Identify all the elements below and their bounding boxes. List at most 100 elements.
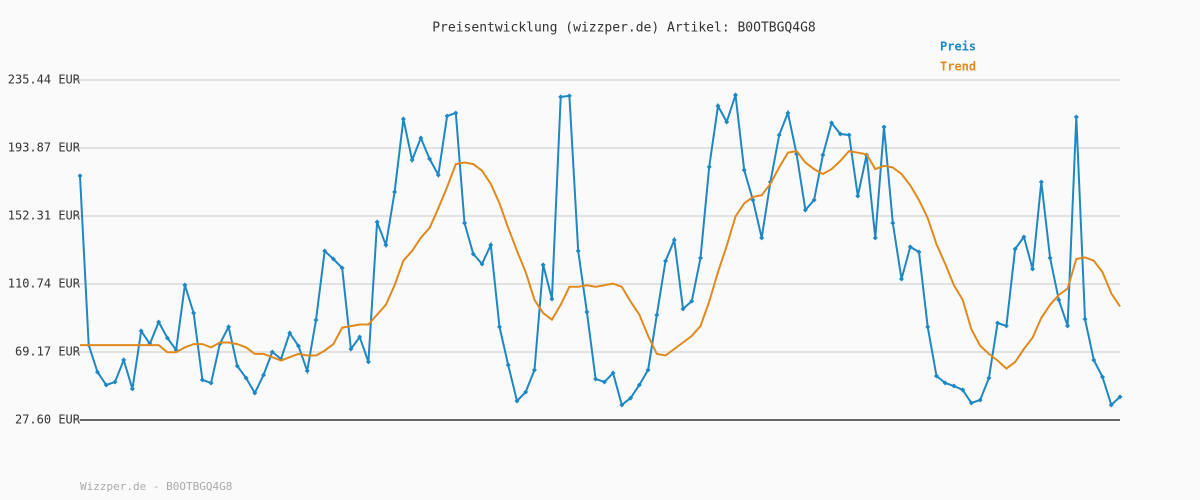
point-marker xyxy=(820,152,826,158)
point-marker xyxy=(252,390,258,396)
point-marker xyxy=(706,164,712,170)
point-marker xyxy=(1003,323,1009,329)
point-marker xyxy=(531,367,537,373)
legend-label: Preis xyxy=(940,40,976,54)
point-marker xyxy=(566,93,572,99)
point-marker xyxy=(392,189,398,195)
point-marker xyxy=(374,219,380,225)
point-marker xyxy=(112,379,118,385)
y-tick-label: 152.31 EUR xyxy=(8,208,81,222)
point-marker xyxy=(409,157,415,163)
point-marker xyxy=(1091,357,1097,363)
point-marker xyxy=(846,132,852,138)
point-marker xyxy=(610,370,616,376)
legend-label: Trend xyxy=(940,60,976,74)
point-marker xyxy=(1038,179,1044,185)
point-marker xyxy=(103,382,109,388)
point-marker xyxy=(628,395,634,401)
point-marker xyxy=(243,375,249,381)
point-marker xyxy=(671,237,677,243)
point-marker xyxy=(654,312,660,318)
point-marker xyxy=(899,276,905,282)
y-tick-label: 69.17 EUR xyxy=(15,344,81,358)
point-marker xyxy=(304,368,310,374)
point-marker xyxy=(802,207,808,213)
point-marker xyxy=(1047,255,1053,261)
point-marker xyxy=(1100,374,1106,380)
point-marker xyxy=(514,398,520,404)
point-marker xyxy=(357,334,363,340)
point-marker xyxy=(1073,114,1079,120)
point-marker xyxy=(907,244,913,250)
point-marker xyxy=(925,324,931,330)
point-marker xyxy=(689,298,695,304)
y-tick-label: 235.44 EUR xyxy=(8,73,81,87)
point-marker xyxy=(295,343,301,349)
point-marker xyxy=(383,242,389,248)
point-marker xyxy=(462,220,468,226)
point-marker xyxy=(94,369,100,375)
point-marker xyxy=(741,167,747,173)
point-marker xyxy=(400,116,406,122)
point-marker xyxy=(191,310,197,316)
point-marker xyxy=(488,242,494,248)
y-tick-label: 110.74 EUR xyxy=(8,276,81,290)
point-marker xyxy=(138,328,144,334)
point-marker xyxy=(636,382,642,388)
point-marker xyxy=(523,389,529,395)
point-marker xyxy=(715,103,721,109)
point-marker xyxy=(1030,266,1036,272)
point-marker xyxy=(872,235,878,241)
point-marker xyxy=(269,349,275,355)
point-marker xyxy=(77,173,83,179)
point-marker xyxy=(1108,402,1114,408)
point-marker xyxy=(287,330,293,336)
point-marker xyxy=(732,92,738,98)
point-marker xyxy=(470,251,476,257)
point-marker xyxy=(558,94,564,100)
point-marker xyxy=(584,309,590,315)
point-marker xyxy=(479,261,485,267)
point-marker xyxy=(811,197,817,203)
point-marker xyxy=(121,357,127,363)
point-marker xyxy=(698,255,704,261)
point-marker xyxy=(593,376,599,382)
point-marker xyxy=(1056,297,1062,303)
point-marker xyxy=(680,306,686,312)
chart-title: Preisentwicklung (wizzper.de) Artikel: B… xyxy=(432,21,816,36)
point-marker xyxy=(549,296,555,302)
point-marker xyxy=(890,220,896,226)
point-marker xyxy=(829,120,835,126)
y-tick-label: 27.60 EUR xyxy=(15,413,81,427)
point-marker xyxy=(619,402,625,408)
point-marker xyxy=(986,375,992,381)
point-marker xyxy=(226,324,232,330)
point-marker xyxy=(156,319,162,325)
point-marker xyxy=(1012,246,1018,252)
point-marker xyxy=(1082,316,1088,322)
point-marker xyxy=(322,248,328,254)
point-marker xyxy=(933,373,939,379)
point-marker xyxy=(505,362,511,368)
point-marker xyxy=(418,135,424,141)
point-marker xyxy=(164,335,170,341)
point-marker xyxy=(313,317,319,323)
point-marker xyxy=(601,379,607,385)
point-marker xyxy=(916,249,922,255)
point-marker xyxy=(776,132,782,138)
y-tick-label: 193.87 EUR xyxy=(8,141,81,155)
series-line xyxy=(80,150,1121,370)
point-marker xyxy=(951,383,957,389)
point-marker xyxy=(129,386,135,392)
point-marker xyxy=(199,377,205,383)
point-marker xyxy=(234,363,240,369)
point-marker xyxy=(208,380,214,386)
point-marker xyxy=(182,282,188,288)
point-marker xyxy=(724,119,730,125)
point-marker xyxy=(540,262,546,268)
point-marker xyxy=(365,359,371,365)
point-marker xyxy=(759,235,765,241)
point-marker xyxy=(855,193,861,199)
